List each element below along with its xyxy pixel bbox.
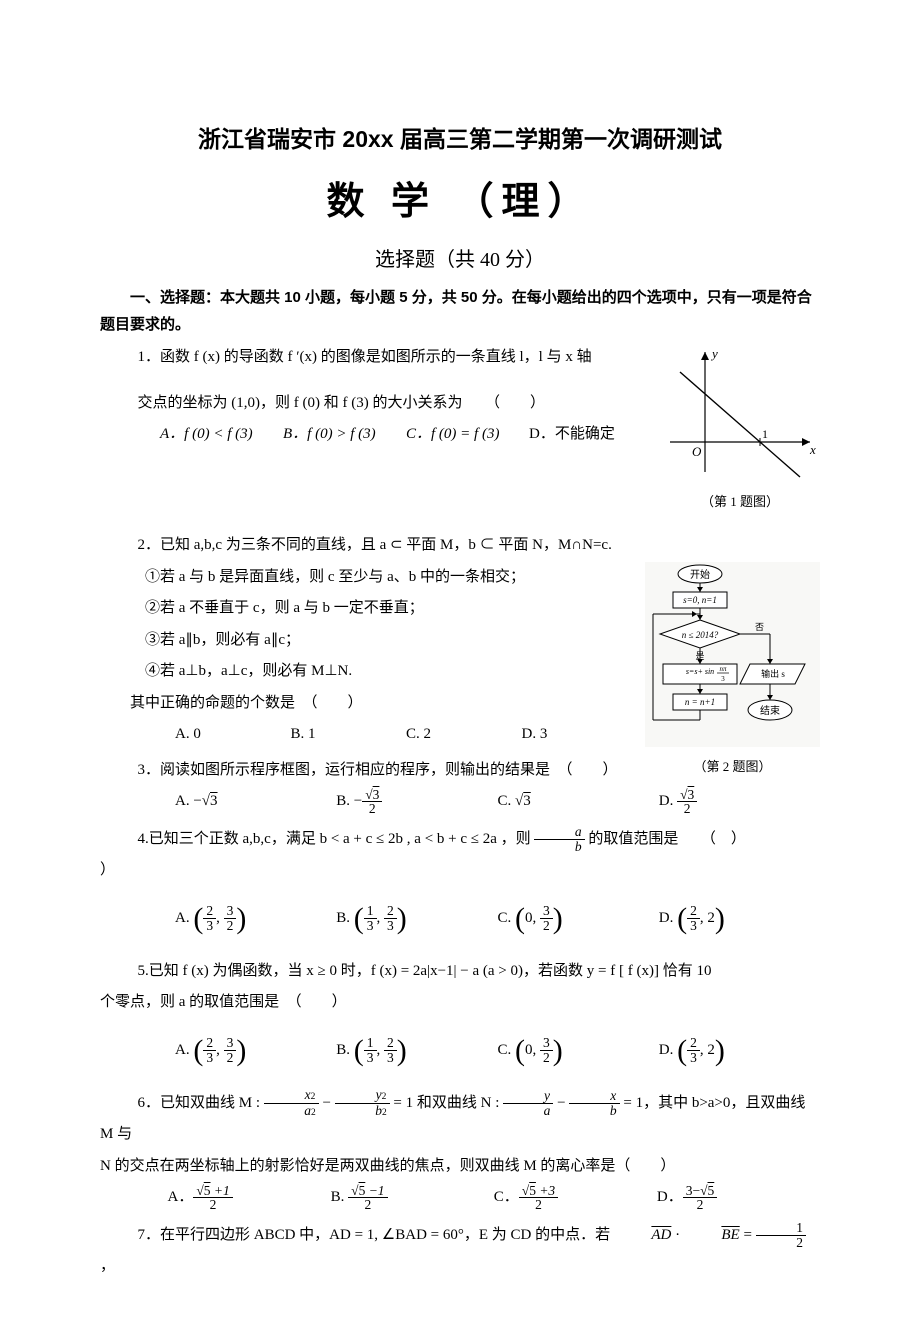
svg-text:x: x	[809, 442, 816, 457]
exam-part-title: 选择题（共 40 分）	[100, 243, 820, 272]
svg-text:输出 s: 输出 s	[761, 668, 785, 679]
section-instructions: 一、选择题：本大题共 10 小题，每小题 5 分，共 50 分。在每小题给出的四…	[100, 284, 820, 338]
svg-text:结束: 结束	[760, 704, 780, 717]
q3-choices: A. −√3 B. −√32 C. √3 D. √32	[100, 786, 820, 818]
q6-stem-a: 6．已知双曲线 M : x2a2 − y2b2 = 1 和双曲线 N : ya …	[100, 1088, 820, 1151]
q6-stem-c: N 的交点在两坐标轴上的射影恰好是两双曲线的焦点，则双曲线 M 的离心率是（ ）	[100, 1151, 820, 1183]
q2-choice-b: B. 1	[291, 719, 407, 751]
q5-choice-d: D. (23, 2)	[659, 1019, 820, 1082]
q6-choices: A．√5 +12 B. √5 −12 C．√5 +32 D．3−√52	[100, 1182, 820, 1214]
q6-choice-d: D．3−√52	[657, 1182, 820, 1214]
q5-stem-b: 个零点，则 a 的取值范围是 （ ）	[100, 987, 820, 1019]
figure-q2-caption: （第 2 题图）	[645, 756, 820, 775]
svg-text:n ≤ 2014?: n ≤ 2014?	[682, 630, 719, 640]
q1-choice-c: C．f (0) = f (3)	[406, 419, 529, 451]
svg-text:O: O	[692, 444, 702, 459]
svg-text:s=s+ sin: s=s+ sin	[686, 667, 714, 676]
q1-choice-d: D．不能确定	[529, 419, 652, 451]
q7-stem: 7．在平行四边形 ABCD 中，AD = 1, ∠BAD = 60°，E 为 C…	[100, 1220, 820, 1283]
q4-choice-a: A. (23, 32)	[175, 887, 336, 950]
q1-choice-a: A．f (0) < f (3)	[160, 419, 283, 451]
svg-text:s=0, n=1: s=0, n=1	[683, 595, 717, 605]
q3-choice-c: C. √3	[498, 786, 659, 818]
q4-choice-b: B. (13, 23)	[336, 887, 497, 950]
q5-choices: A. (23, 32) B. (13, 23) C. (0, 32) D. (2…	[100, 1019, 820, 1082]
figure-q1: x y O 1 （第 1 题图）	[660, 342, 820, 510]
q4-paren-tail: ）	[100, 855, 820, 887]
exam-subject-title: 数 学 （理）	[100, 170, 820, 225]
svg-text:y: y	[710, 346, 718, 361]
svg-text:3: 3	[721, 675, 725, 683]
exam-school-title: 浙江省瑞安市 20xx 届高三第二学期第一次调研测试	[100, 120, 820, 154]
q6-choice-b: B. √5 −12	[331, 1182, 494, 1214]
q4-choices: A. (23, 32) B. (13, 23) C. (0, 32) D. (2…	[100, 887, 820, 950]
q5-choice-c: C. (0, 32)	[498, 1019, 659, 1082]
svg-text:开始: 开始	[690, 568, 710, 581]
q3-choice-d: D. √32	[659, 786, 820, 818]
q5-choice-a: A. (23, 32)	[175, 1019, 336, 1082]
q2-choice-c: C. 2	[406, 719, 522, 751]
q6-choice-c: C．√5 +32	[494, 1182, 657, 1214]
svg-text:否: 否	[755, 622, 764, 632]
svg-text:n = n+1: n = n+1	[685, 697, 715, 707]
q4-choice-c: C. (0, 32)	[498, 887, 659, 950]
figure-q2-flowchart: 开始 s=0, n=1 n ≤ 2014? 是 否 s=s+ sin nπ 3 …	[645, 562, 820, 775]
q4-stem: 4.已知三个正数 a,b,c，满足 b < a + c ≤ 2b , a < b…	[100, 824, 820, 856]
svg-text:nπ: nπ	[719, 665, 727, 673]
q3-choice-a: A. −√3	[175, 786, 336, 818]
q3-choice-b: B. −√32	[336, 786, 497, 818]
svg-text:1: 1	[762, 427, 768, 441]
q2-choice-a: A. 0	[175, 719, 291, 751]
q2-stem: 2．已知 a,b,c 为三条不同的直线，且 a ⊂ 平面 M，b ⊂ 平面 N，…	[100, 530, 820, 562]
q1-choice-b: B．f (0) > f (3)	[283, 419, 406, 451]
figure-q1-caption: （第 1 题图）	[660, 491, 820, 510]
q2-choice-d: D. 3	[522, 719, 638, 751]
q4-choice-d: D. (23, 2)	[659, 887, 820, 950]
q2-choices: A. 0 B. 1 C. 2 D. 3	[100, 719, 637, 751]
q1-choices: A．f (0) < f (3) B．f (0) > f (3) C．f (0) …	[100, 419, 652, 451]
q6-choice-a: A．√5 +12	[168, 1182, 331, 1214]
q5-stem-a: 5.已知 f (x) 为偶函数，当 x ≥ 0 时，f (x) = 2a|x−1…	[100, 956, 820, 988]
q5-choice-b: B. (13, 23)	[336, 1019, 497, 1082]
